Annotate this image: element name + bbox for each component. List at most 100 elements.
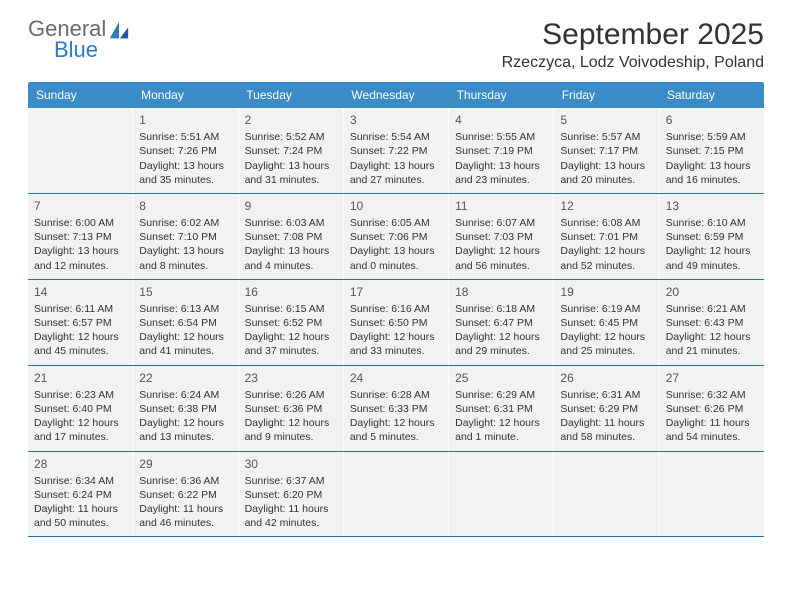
sunrise-text: Sunrise: 6:29 AM	[455, 388, 547, 402]
day-number: 19	[560, 284, 652, 300]
sunrise-text: Sunrise: 6:18 AM	[455, 302, 547, 316]
sunset-text: Sunset: 6:33 PM	[350, 402, 442, 416]
daylight-text: Daylight: 11 hours and 42 minutes.	[245, 502, 337, 530]
daylight-text: Daylight: 11 hours and 50 minutes.	[34, 502, 126, 530]
sunrise-text: Sunrise: 6:05 AM	[350, 216, 442, 230]
daylight-text: Daylight: 12 hours and 1 minute.	[455, 416, 547, 444]
sunset-text: Sunset: 6:43 PM	[666, 316, 758, 330]
daylight-text: Daylight: 13 hours and 12 minutes.	[34, 244, 126, 272]
sunrise-text: Sunrise: 5:57 AM	[560, 130, 652, 144]
daylight-text: Daylight: 12 hours and 52 minutes.	[560, 244, 652, 272]
daylight-text: Daylight: 12 hours and 5 minutes.	[350, 416, 442, 444]
sunset-text: Sunset: 7:26 PM	[139, 144, 231, 158]
day-cell-26: 26Sunrise: 6:31 AMSunset: 6:29 PMDayligh…	[554, 366, 659, 451]
week-row: 1Sunrise: 5:51 AMSunset: 7:26 PMDaylight…	[28, 108, 764, 194]
sunrise-text: Sunrise: 6:19 AM	[560, 302, 652, 316]
day-number: 11	[455, 198, 547, 214]
day-cell-10: 10Sunrise: 6:05 AMSunset: 7:06 PMDayligh…	[344, 194, 449, 279]
day-number: 15	[139, 284, 231, 300]
day-number: 13	[666, 198, 758, 214]
sunrise-text: Sunrise: 6:11 AM	[34, 302, 126, 316]
empty-cell	[28, 108, 133, 193]
daylight-text: Daylight: 12 hours and 9 minutes.	[245, 416, 337, 444]
day-cell-9: 9Sunrise: 6:03 AMSunset: 7:08 PMDaylight…	[239, 194, 344, 279]
day-cell-14: 14Sunrise: 6:11 AMSunset: 6:57 PMDayligh…	[28, 280, 133, 365]
week-row: 21Sunrise: 6:23 AMSunset: 6:40 PMDayligh…	[28, 366, 764, 452]
logo-word2: Blue	[54, 39, 106, 61]
day-number: 30	[245, 456, 337, 472]
sunset-text: Sunset: 6:54 PM	[139, 316, 231, 330]
daylight-text: Daylight: 11 hours and 46 minutes.	[139, 502, 231, 530]
day-header-sunday: Sunday	[28, 82, 133, 108]
day-cell-5: 5Sunrise: 5:57 AMSunset: 7:17 PMDaylight…	[554, 108, 659, 193]
daylight-text: Daylight: 12 hours and 49 minutes.	[666, 244, 758, 272]
daylight-text: Daylight: 12 hours and 56 minutes.	[455, 244, 547, 272]
day-number: 2	[245, 112, 337, 128]
day-cell-17: 17Sunrise: 6:16 AMSunset: 6:50 PMDayligh…	[344, 280, 449, 365]
day-number: 3	[350, 112, 442, 128]
day-cell-28: 28Sunrise: 6:34 AMSunset: 6:24 PMDayligh…	[28, 452, 133, 537]
day-number: 24	[350, 370, 442, 386]
sunset-text: Sunset: 7:01 PM	[560, 230, 652, 244]
day-cell-20: 20Sunrise: 6:21 AMSunset: 6:43 PMDayligh…	[660, 280, 764, 365]
daylight-text: Daylight: 12 hours and 37 minutes.	[245, 330, 337, 358]
sunset-text: Sunset: 6:22 PM	[139, 488, 231, 502]
week-row: 28Sunrise: 6:34 AMSunset: 6:24 PMDayligh…	[28, 452, 764, 538]
sunset-text: Sunset: 6:40 PM	[34, 402, 126, 416]
daylight-text: Daylight: 13 hours and 0 minutes.	[350, 244, 442, 272]
sunrise-text: Sunrise: 6:23 AM	[34, 388, 126, 402]
location-text: Rzeczyca, Lodz Voivodeship, Poland	[502, 54, 764, 72]
sunset-text: Sunset: 6:36 PM	[245, 402, 337, 416]
header-row: General Blue September 2025 Rzeczyca, Lo…	[28, 18, 764, 72]
sunset-text: Sunset: 6:29 PM	[560, 402, 652, 416]
sunset-text: Sunset: 6:52 PM	[245, 316, 337, 330]
sunset-text: Sunset: 6:45 PM	[560, 316, 652, 330]
day-cell-2: 2Sunrise: 5:52 AMSunset: 7:24 PMDaylight…	[239, 108, 344, 193]
day-cell-25: 25Sunrise: 6:29 AMSunset: 6:31 PMDayligh…	[449, 366, 554, 451]
sunrise-text: Sunrise: 6:08 AM	[560, 216, 652, 230]
daylight-text: Daylight: 11 hours and 54 minutes.	[666, 416, 758, 444]
sunset-text: Sunset: 6:31 PM	[455, 402, 547, 416]
daylight-text: Daylight: 13 hours and 31 minutes.	[245, 159, 337, 187]
sunrise-text: Sunrise: 6:00 AM	[34, 216, 126, 230]
sunset-text: Sunset: 7:17 PM	[560, 144, 652, 158]
sunrise-text: Sunrise: 6:03 AM	[245, 216, 337, 230]
sunset-text: Sunset: 7:08 PM	[245, 230, 337, 244]
day-header-friday: Friday	[554, 82, 659, 108]
sunrise-text: Sunrise: 6:13 AM	[139, 302, 231, 316]
sunrise-text: Sunrise: 5:52 AM	[245, 130, 337, 144]
sunset-text: Sunset: 6:38 PM	[139, 402, 231, 416]
daylight-text: Daylight: 11 hours and 58 minutes.	[560, 416, 652, 444]
sunrise-text: Sunrise: 6:34 AM	[34, 474, 126, 488]
day-cell-7: 7Sunrise: 6:00 AMSunset: 7:13 PMDaylight…	[28, 194, 133, 279]
sunset-text: Sunset: 6:57 PM	[34, 316, 126, 330]
empty-cell	[449, 452, 554, 537]
sunset-text: Sunset: 7:22 PM	[350, 144, 442, 158]
day-cell-4: 4Sunrise: 5:55 AMSunset: 7:19 PMDaylight…	[449, 108, 554, 193]
daylight-text: Daylight: 12 hours and 21 minutes.	[666, 330, 758, 358]
sunset-text: Sunset: 7:15 PM	[666, 144, 758, 158]
day-cell-29: 29Sunrise: 6:36 AMSunset: 6:22 PMDayligh…	[133, 452, 238, 537]
sunset-text: Sunset: 7:19 PM	[455, 144, 547, 158]
day-cell-3: 3Sunrise: 5:54 AMSunset: 7:22 PMDaylight…	[344, 108, 449, 193]
day-cell-21: 21Sunrise: 6:23 AMSunset: 6:40 PMDayligh…	[28, 366, 133, 451]
sunrise-text: Sunrise: 6:26 AM	[245, 388, 337, 402]
logo-text-block: General Blue	[28, 18, 106, 61]
empty-cell	[344, 452, 449, 537]
day-number: 10	[350, 198, 442, 214]
day-cell-18: 18Sunrise: 6:18 AMSunset: 6:47 PMDayligh…	[449, 280, 554, 365]
daylight-text: Daylight: 13 hours and 4 minutes.	[245, 244, 337, 272]
day-cell-1: 1Sunrise: 5:51 AMSunset: 7:26 PMDaylight…	[133, 108, 238, 193]
sunrise-text: Sunrise: 6:07 AM	[455, 216, 547, 230]
title-block: September 2025 Rzeczyca, Lodz Voivodeshi…	[502, 18, 764, 72]
sunrise-text: Sunrise: 5:54 AM	[350, 130, 442, 144]
day-number: 8	[139, 198, 231, 214]
sunset-text: Sunset: 6:20 PM	[245, 488, 337, 502]
day-cell-24: 24Sunrise: 6:28 AMSunset: 6:33 PMDayligh…	[344, 366, 449, 451]
day-number: 17	[350, 284, 442, 300]
sunrise-text: Sunrise: 5:51 AM	[139, 130, 231, 144]
day-cell-22: 22Sunrise: 6:24 AMSunset: 6:38 PMDayligh…	[133, 366, 238, 451]
empty-cell	[554, 452, 659, 537]
day-header-monday: Monday	[133, 82, 238, 108]
week-row: 7Sunrise: 6:00 AMSunset: 7:13 PMDaylight…	[28, 194, 764, 280]
